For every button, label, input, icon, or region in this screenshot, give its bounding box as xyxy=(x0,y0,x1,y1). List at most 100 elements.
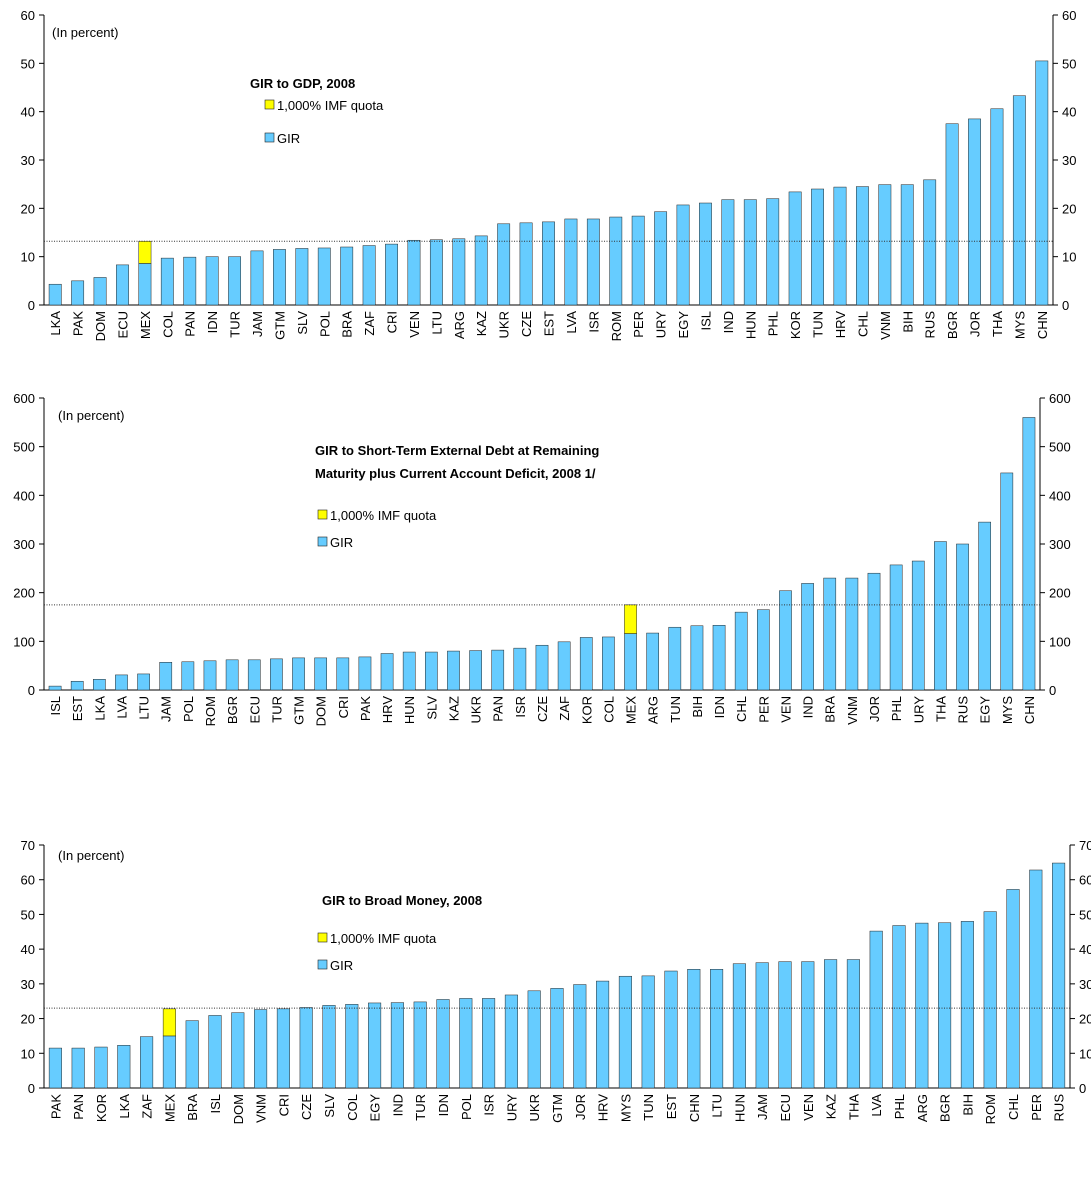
bar xyxy=(721,199,735,306)
bar xyxy=(208,1015,222,1089)
x-tick-label: LKA xyxy=(92,696,107,721)
bar xyxy=(482,998,496,1089)
x-tick-label: CHL xyxy=(734,696,749,722)
y-tick-label: 400 xyxy=(13,488,35,503)
bar xyxy=(70,680,84,691)
x-tick-label: POL xyxy=(181,696,196,722)
bar xyxy=(676,204,690,306)
x-tick-label: TUN xyxy=(641,1094,656,1121)
legend-label: GIR xyxy=(330,958,353,973)
bar xyxy=(447,650,460,691)
y-tick-label: 200 xyxy=(13,586,35,601)
x-tick-label: URY xyxy=(504,1094,519,1122)
x-tick-label: EGY xyxy=(368,1094,383,1122)
bar xyxy=(624,604,637,634)
bar xyxy=(609,216,623,306)
bar xyxy=(690,625,704,691)
bar xyxy=(162,1035,176,1089)
bar xyxy=(550,988,564,1089)
bar xyxy=(823,577,837,691)
bar xyxy=(71,280,85,306)
bar xyxy=(855,186,869,306)
bar xyxy=(162,1008,176,1037)
bar xyxy=(956,543,969,691)
bar xyxy=(960,921,974,1089)
bar xyxy=(624,633,637,691)
bar xyxy=(766,198,780,306)
bar xyxy=(1029,869,1043,1089)
bar xyxy=(983,911,997,1089)
x-tick-label: PHL xyxy=(892,1094,907,1119)
x-tick-label: POL xyxy=(317,311,332,337)
x-tick-label: MYS xyxy=(618,1094,633,1123)
x-tick-label: BIH xyxy=(900,311,915,333)
y-tick-label: 300 xyxy=(13,537,35,552)
x-tick-label: VNM xyxy=(845,696,860,725)
bar xyxy=(712,625,726,691)
bar xyxy=(579,637,593,691)
bar xyxy=(990,108,1004,306)
x-tick-label: MEX xyxy=(138,311,153,340)
legend-label: 1,000% IMF quota xyxy=(330,508,437,523)
y-tick-label: 60 xyxy=(21,873,35,888)
bar xyxy=(968,118,981,306)
x-tick-label: CHN xyxy=(1022,696,1037,724)
bar xyxy=(934,541,947,691)
x-tick-label: IND xyxy=(390,1094,405,1116)
bar xyxy=(138,240,152,264)
bar xyxy=(755,962,769,1089)
annotation: (In percent) xyxy=(52,25,118,40)
x-tick-label: TUR xyxy=(413,1094,428,1121)
x-tick-label: CHL xyxy=(1006,1094,1021,1120)
x-tick-label: ECU xyxy=(115,311,130,338)
bar xyxy=(497,223,511,306)
x-tick-label: LKA xyxy=(117,1094,132,1119)
y-tick-label: 30 xyxy=(21,153,35,168)
x-tick-label: CHL xyxy=(855,311,870,337)
x-tick-label: TUN xyxy=(811,311,826,338)
y-tick-label: 50 xyxy=(21,56,35,71)
bar xyxy=(710,969,724,1089)
bar xyxy=(846,959,860,1089)
y2-tick-label: 50 xyxy=(1079,907,1091,922)
legend-swatch xyxy=(317,536,328,547)
bar xyxy=(743,199,757,306)
chart-title: GIR to Broad Money, 2008 xyxy=(322,893,482,908)
x-tick-label: RUS xyxy=(923,311,938,339)
x-tick-label: JOR xyxy=(867,696,882,722)
bar xyxy=(424,651,438,691)
bar xyxy=(407,239,421,306)
bar xyxy=(564,218,578,306)
x-tick-label: VEN xyxy=(778,696,793,723)
bar xyxy=(664,970,678,1089)
bar xyxy=(734,611,748,691)
x-tick-label: KOR xyxy=(579,696,594,724)
x-tick-label: ISL xyxy=(48,696,63,716)
bar xyxy=(270,658,283,691)
x-tick-label: LTU xyxy=(137,696,152,720)
bar xyxy=(71,1047,85,1089)
bar xyxy=(535,644,549,691)
x-tick-label: PAK xyxy=(358,696,373,721)
x-tick-label: LKA xyxy=(48,311,63,336)
chart-title: GIR to GDP, 2008 xyxy=(250,76,355,91)
y-tick-label: 0 xyxy=(28,298,35,313)
x-tick-label: JOR xyxy=(968,311,983,337)
bar xyxy=(938,922,952,1089)
x-tick-label: ECU xyxy=(778,1094,793,1121)
bar xyxy=(317,247,331,306)
bar xyxy=(1052,862,1066,1089)
bar xyxy=(687,969,701,1089)
x-tick-label: UKR xyxy=(527,1094,542,1121)
x-tick-label: JOR xyxy=(573,1094,588,1120)
bar xyxy=(183,256,197,306)
legend-swatch xyxy=(317,509,328,520)
bar xyxy=(429,239,443,306)
x-tick-label: VEN xyxy=(407,311,422,338)
bar xyxy=(641,975,655,1089)
x-tick-label: SLV xyxy=(295,311,310,335)
x-tick-label: DOM xyxy=(314,696,329,726)
bar xyxy=(801,961,815,1089)
x-tick-label: BIH xyxy=(960,1094,975,1116)
